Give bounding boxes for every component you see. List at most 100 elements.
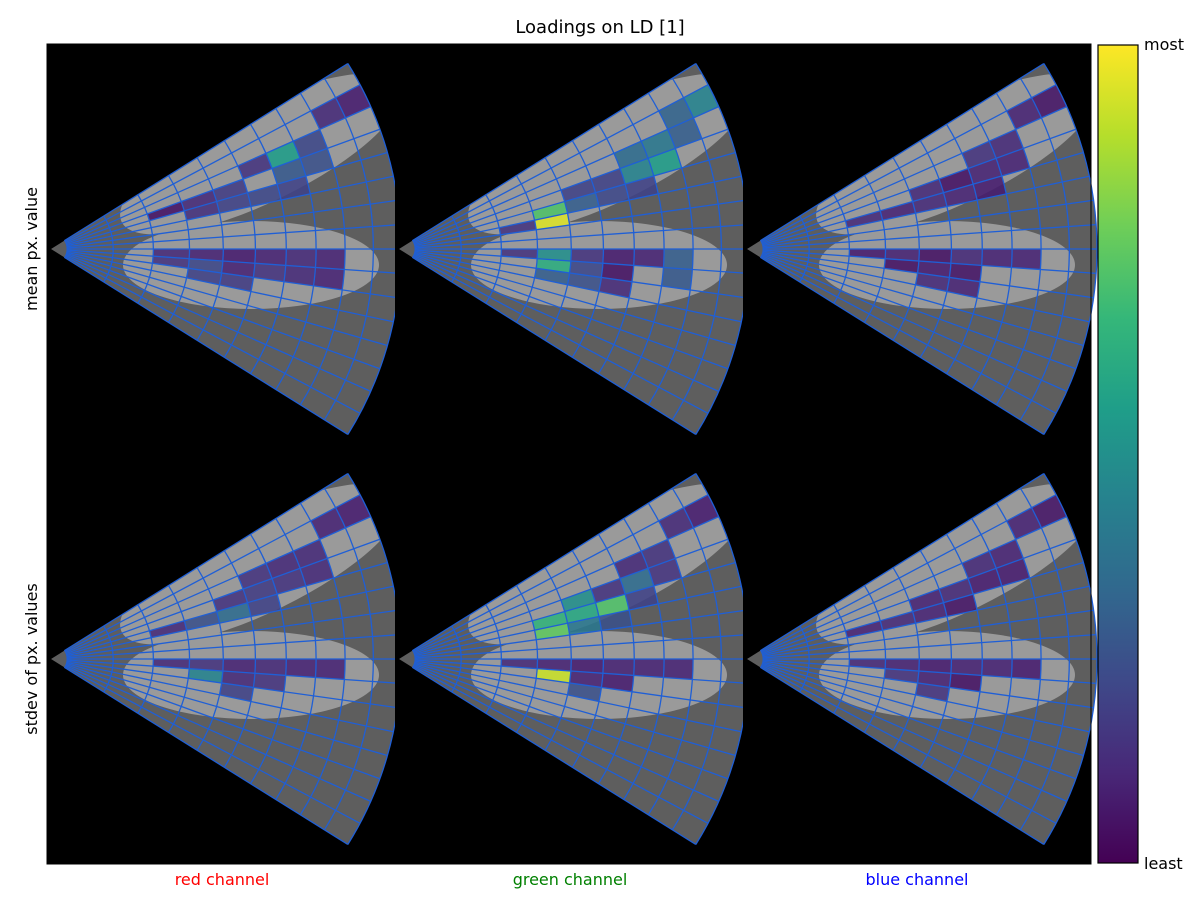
loading-cell	[285, 249, 317, 268]
loading-cell	[885, 659, 920, 672]
loading-cell	[499, 220, 537, 235]
grid-ray	[412, 254, 720, 392]
loading-cell	[591, 168, 626, 193]
loading-cell	[222, 249, 256, 264]
loading-cell	[184, 201, 220, 221]
loading-cell	[845, 210, 883, 228]
grid-ray	[66, 199, 398, 248]
grid-ray	[64, 494, 361, 653]
loading-cell	[1011, 659, 1042, 680]
grid-ray	[63, 62, 349, 242]
grid-ray	[64, 84, 361, 243]
grid-ray	[64, 255, 361, 414]
loading-cell	[602, 659, 635, 676]
grid-ray	[761, 128, 1077, 245]
polar-grid	[411, 472, 750, 846]
grid-ray	[760, 254, 1068, 392]
loading-cell	[247, 594, 282, 617]
loading-cell	[285, 659, 317, 678]
grid-ray	[412, 84, 709, 243]
col-label-red: red channel	[175, 870, 270, 889]
loading-cell	[915, 272, 950, 292]
loading-cell	[537, 249, 572, 262]
loading-cell	[189, 249, 224, 262]
row-label-stdev: stdev of px. values	[22, 583, 41, 735]
panel-r0-c0	[47, 44, 402, 454]
loading-cell	[667, 117, 702, 149]
loading-cell	[567, 616, 602, 636]
panels-grid	[46, 43, 1098, 865]
grid-ray	[414, 251, 742, 323]
loading-cell	[917, 671, 951, 688]
loading-cell	[532, 611, 568, 631]
loading-cell	[939, 578, 974, 603]
col-label-green: green channel	[513, 870, 628, 889]
loading-cell	[253, 263, 286, 282]
loading-cell	[601, 673, 634, 692]
loading-cell	[683, 84, 719, 118]
loading-cell	[949, 673, 982, 692]
loading-cell	[254, 659, 287, 676]
loading-cell	[186, 268, 222, 285]
grid-ray	[65, 561, 388, 656]
loading-cell	[981, 249, 1013, 268]
loading-cell	[1011, 249, 1042, 270]
grid-ray	[413, 561, 736, 656]
polar-grid	[759, 62, 1098, 436]
grid-ray	[414, 249, 749, 275]
grid-ray	[411, 62, 697, 242]
loading-cell	[683, 494, 719, 528]
polar-grid	[63, 472, 402, 846]
loading-cell	[595, 184, 630, 207]
loading-cell	[532, 201, 568, 221]
grid-ray	[65, 128, 381, 245]
loading-cell	[560, 179, 596, 202]
colorbar-top-label: most	[1144, 35, 1184, 54]
loading-cell	[189, 659, 224, 672]
grid-ray	[66, 609, 398, 658]
grid-ray	[63, 256, 349, 436]
loading-cell	[567, 272, 602, 292]
loading-cell	[315, 659, 346, 680]
colorbar	[1097, 44, 1139, 864]
grid-ray	[760, 255, 1057, 414]
grid-ray	[64, 254, 372, 392]
loading-cell	[949, 263, 982, 282]
loading-cell	[219, 272, 254, 292]
loading-cell	[534, 623, 570, 640]
grid-ray	[412, 494, 709, 653]
loading-cell	[591, 578, 626, 603]
loading-cell	[569, 671, 603, 688]
grid-ray	[759, 256, 1045, 436]
grid-ray	[66, 659, 401, 685]
loading-cell	[961, 551, 997, 579]
loading-cell	[633, 249, 665, 268]
grid-ray	[66, 223, 401, 249]
grid-ray	[759, 472, 1045, 652]
loading-cell	[915, 682, 950, 702]
grid-ray	[66, 251, 394, 323]
grid-ray	[412, 106, 720, 244]
polar-grid	[411, 62, 750, 436]
loading-cell	[845, 620, 883, 638]
grid-ray	[412, 255, 709, 414]
loading-cell	[961, 141, 997, 169]
grid-ray	[66, 633, 401, 659]
grid-ray	[761, 663, 1077, 780]
loading-cell	[570, 659, 604, 674]
grid-ray	[762, 609, 1094, 658]
loading-cell	[595, 594, 630, 617]
grid-ray	[413, 662, 736, 757]
loading-cell	[939, 168, 974, 193]
grid-ray	[66, 175, 394, 247]
polar-grid	[63, 62, 402, 436]
grid-ray	[760, 494, 1057, 653]
loading-cell	[219, 682, 254, 702]
grid-ray	[412, 665, 709, 824]
grid-ray	[65, 538, 381, 655]
loading-cell	[560, 589, 596, 612]
loading-cell	[243, 578, 278, 603]
grid-ray	[64, 106, 372, 244]
loading-cell	[534, 268, 570, 285]
grid-ray	[762, 199, 1094, 248]
